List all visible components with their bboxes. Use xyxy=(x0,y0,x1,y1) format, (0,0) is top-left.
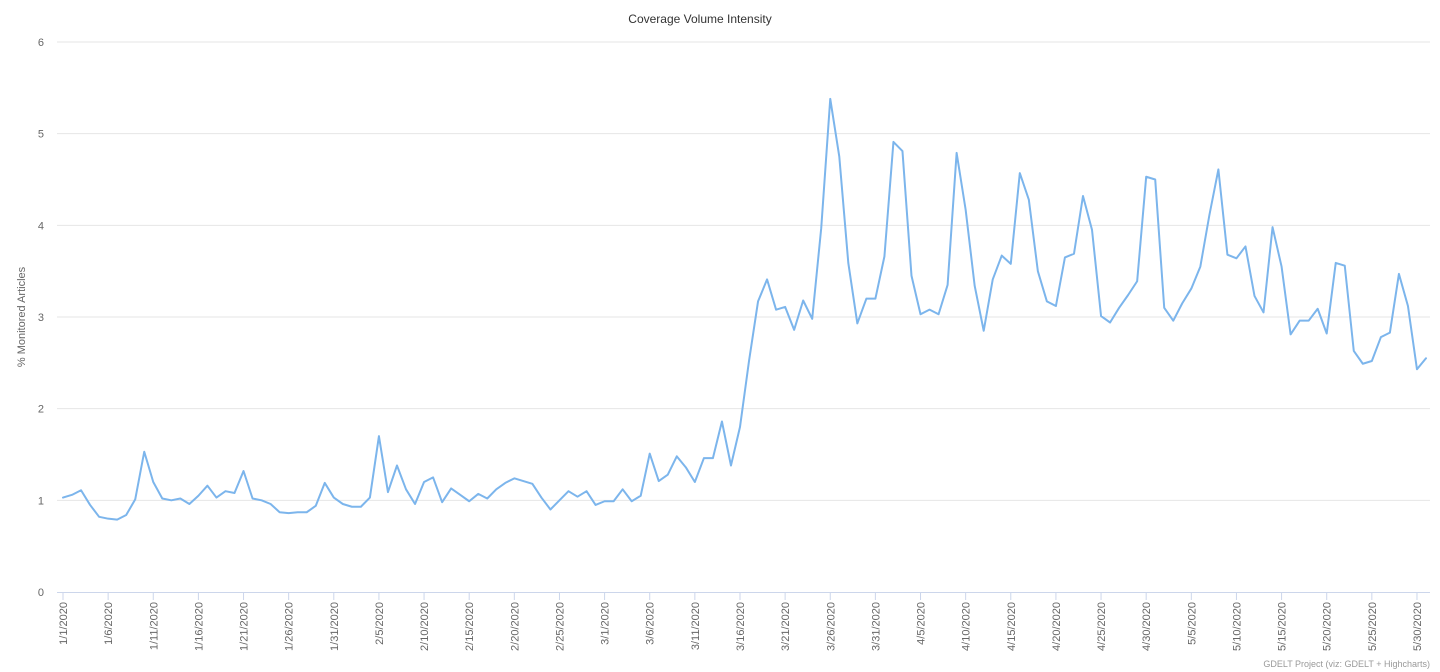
x-tick-label: 2/5/2020 xyxy=(374,602,386,645)
chart-title: Coverage Volume Intensity xyxy=(628,12,771,26)
x-tick-label: 2/10/2020 xyxy=(419,602,431,651)
x-tick-label: 1/31/2020 xyxy=(329,602,341,651)
x-tick-label: 2/15/2020 xyxy=(464,602,476,651)
y-tick-label: 5 xyxy=(38,129,44,141)
x-tick-label: 3/26/2020 xyxy=(825,602,837,651)
x-tick-label: 1/21/2020 xyxy=(239,602,251,651)
y-tick-label: 0 xyxy=(38,587,44,599)
x-tick-label: 5/10/2020 xyxy=(1231,602,1243,651)
x-tick-label: 4/25/2020 xyxy=(1096,602,1108,651)
x-tick-label: 1/11/2020 xyxy=(148,602,160,650)
x-tick-label: 5/25/2020 xyxy=(1367,602,1379,651)
x-axis-ticks: 1/1/2020 1/6/2020 1/11/2020 1/16/2020 1/21/2… xyxy=(58,592,1424,651)
x-tick-label: 4/15/2020 xyxy=(1006,602,1018,651)
y-tick-label: 1 xyxy=(38,495,44,507)
y-tick-label: 6 xyxy=(38,37,44,49)
x-tick-label: 4/5/2020 xyxy=(916,602,928,645)
x-tick-label: 1/26/2020 xyxy=(284,602,296,651)
series-layer xyxy=(62,97,1427,521)
x-tick-label: 3/6/2020 xyxy=(645,602,657,645)
x-tick-label: 4/30/2020 xyxy=(1141,602,1153,651)
x-tick-label: 1/16/2020 xyxy=(193,602,205,651)
x-tick-label: 3/16/2020 xyxy=(735,602,747,651)
y-axis-label: % Monitored Articles xyxy=(16,266,28,367)
y-axis-ticks: 0 1 2 3 4 5 6 xyxy=(38,37,44,599)
y-tick-label: 2 xyxy=(38,404,44,416)
series-line[interactable] xyxy=(62,97,1427,521)
x-tick-label: 1/1/2020 xyxy=(58,602,70,645)
grid-lines xyxy=(57,41,1430,501)
x-tick-label: 3/31/2020 xyxy=(870,602,882,651)
x-tick-label: 5/15/2020 xyxy=(1277,602,1289,651)
y-tick-label: 3 xyxy=(38,312,44,324)
x-tick-label: 5/20/2020 xyxy=(1322,602,1334,651)
chart-credit[interactable]: GDELT Project (viz: GDELT + Highcharts) xyxy=(1263,659,1430,669)
x-tick-label: 1/6/2020 xyxy=(103,602,115,645)
x-tick-label: 4/10/2020 xyxy=(961,602,973,651)
x-tick-label: 3/11/2020 xyxy=(690,602,702,650)
x-tick-label: 3/1/2020 xyxy=(600,602,612,645)
x-tick-label: 5/30/2020 xyxy=(1412,602,1424,651)
x-tick-label: 2/25/2020 xyxy=(554,602,566,651)
x-tick-label: 3/21/2020 xyxy=(780,602,792,651)
x-tick-label: 4/20/2020 xyxy=(1051,602,1063,651)
x-tick-label: 2/20/2020 xyxy=(509,602,521,651)
y-tick-label: 4 xyxy=(38,220,44,232)
x-tick-label: 5/5/2020 xyxy=(1186,602,1198,645)
